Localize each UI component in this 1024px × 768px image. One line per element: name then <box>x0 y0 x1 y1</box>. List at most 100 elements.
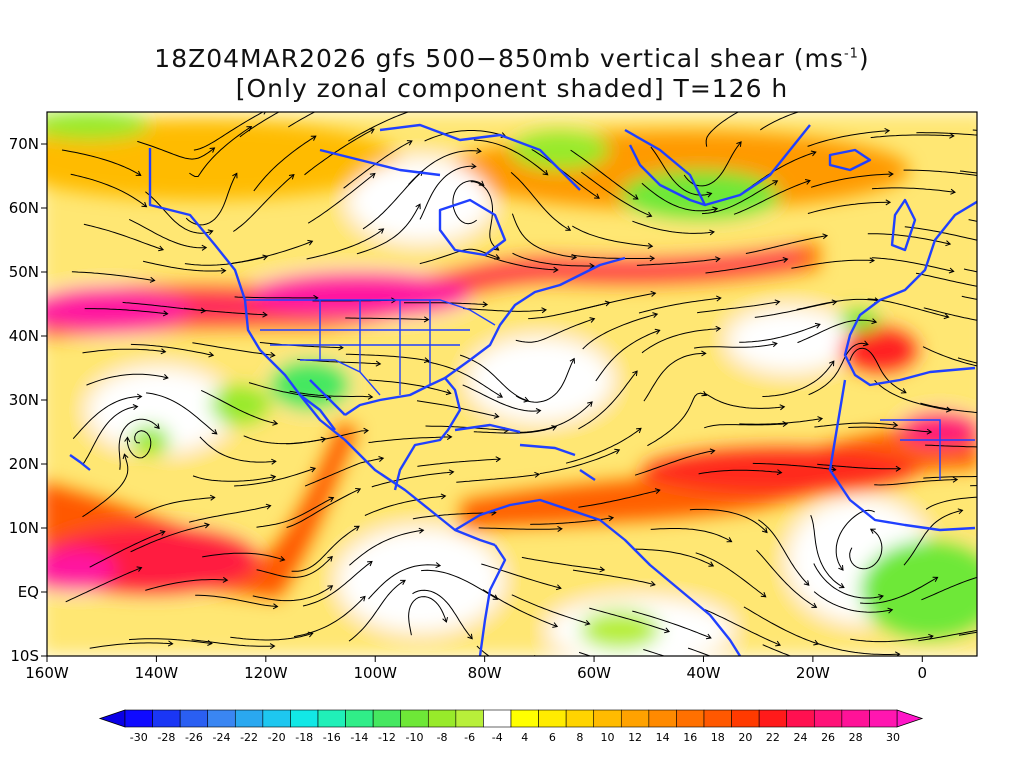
borders <box>245 299 975 480</box>
streamline <box>689 508 768 533</box>
streamline-arrowhead <box>207 229 214 236</box>
colorbar-swatch <box>731 709 760 728</box>
streamline <box>118 418 160 470</box>
streamline-arrowhead <box>978 444 982 449</box>
streamline-arrowhead <box>649 580 656 587</box>
streamline <box>252 585 333 602</box>
streamline-arrowhead <box>368 128 375 134</box>
streamline-arrowhead <box>328 496 335 503</box>
streamline <box>70 173 147 208</box>
colorbar-label: 22 <box>766 731 780 744</box>
map-title-line1: 18Z04MAR2026 gfs 500−850mb vertical shea… <box>0 44 1024 73</box>
streamline-arrowhead <box>542 169 549 176</box>
shade-jet-north-max <box>250 273 470 317</box>
colorbar-swatch <box>372 709 402 728</box>
streamline-arrowhead <box>632 370 638 377</box>
colorbar-swatch <box>152 709 181 728</box>
streamline <box>813 591 893 613</box>
streamline-arrowhead <box>709 229 715 236</box>
streamline <box>408 150 481 185</box>
colorbar-swatch <box>234 709 264 728</box>
colorbar-swatch <box>538 709 567 728</box>
streamline <box>512 252 594 267</box>
streamline-arrowhead <box>159 530 166 536</box>
streamline-arrowhead <box>400 579 406 586</box>
streamline <box>762 644 792 656</box>
coast-hudson-bay <box>438 198 507 257</box>
streamline-arrowhead <box>270 474 277 481</box>
streamline <box>961 295 977 300</box>
streamline-arrowhead <box>926 428 933 435</box>
streamline <box>193 112 265 151</box>
streamline-arrowhead <box>445 389 452 396</box>
shade-red-africa-north <box>840 325 920 375</box>
streamline-arrowhead <box>885 199 892 206</box>
streamline <box>638 297 721 314</box>
shade-white-4 <box>90 370 230 450</box>
streamline <box>963 268 977 273</box>
colorbar-label: -30 <box>130 731 148 744</box>
streamline <box>810 515 845 588</box>
colorbar-label: -12 <box>378 731 396 744</box>
colorbar-swatch <box>317 709 346 728</box>
streamline-arrowhead <box>367 560 373 567</box>
streamline <box>745 235 828 254</box>
streamline-arrowhead <box>980 220 985 225</box>
colorbar-swatch <box>345 709 374 728</box>
streamline-arrowhead <box>495 456 502 463</box>
streamline <box>511 594 590 625</box>
coast-sa-north <box>454 498 742 656</box>
streamline-arrowhead <box>945 240 952 247</box>
streamline-arrowhead <box>272 603 279 610</box>
colorbar-swatch <box>786 709 815 728</box>
streamline-arrowhead <box>715 295 722 302</box>
streamline-arrowhead <box>979 238 984 243</box>
colorbar-label: 6 <box>549 731 556 744</box>
lat-tick-label: 50N <box>9 263 39 281</box>
streamline <box>356 203 421 255</box>
streamline-arrowhead <box>220 267 227 274</box>
streamline <box>145 191 213 234</box>
streamline <box>808 342 869 396</box>
streamline <box>288 112 316 128</box>
streamline-arrowhead <box>263 112 266 115</box>
colorbar-swatch <box>262 709 291 728</box>
streamline-arrowhead <box>862 340 869 347</box>
colorbar-swatch <box>841 709 870 728</box>
streamline <box>462 308 547 312</box>
streamline <box>234 467 316 487</box>
streamline-arrowhead <box>594 193 600 199</box>
streamline <box>650 146 712 196</box>
streamline-arrowhead <box>701 390 708 397</box>
streamline-arrowhead <box>557 525 563 533</box>
streamline-arrowhead <box>222 576 229 583</box>
streamline <box>286 488 361 528</box>
streamline-arrowhead <box>804 179 811 185</box>
colorbar-swatch <box>427 709 457 728</box>
streamline-arrowhead <box>979 574 984 579</box>
streamline-arrowhead <box>493 412 500 419</box>
shade-white-2 <box>730 310 850 370</box>
streamline-arrowhead <box>448 469 455 476</box>
streamline <box>903 509 963 566</box>
streamline-arrowhead <box>415 203 421 210</box>
border-states-ew <box>260 329 470 346</box>
streamline <box>456 473 540 483</box>
streamline <box>427 361 503 398</box>
streamline-arrowhead <box>320 107 325 112</box>
streamline <box>256 497 334 528</box>
streamline-arrowhead <box>471 163 477 170</box>
colorbar-swatch <box>179 709 209 728</box>
streamline <box>578 489 660 508</box>
colorbar-swatch <box>620 709 650 728</box>
streamline <box>762 360 835 397</box>
streamline <box>145 579 228 591</box>
streamline-arrowhead <box>979 410 984 415</box>
streamline-arrowhead <box>981 503 985 508</box>
streamline <box>650 528 732 543</box>
streamline-arrowhead <box>943 313 950 320</box>
streamline <box>304 128 375 176</box>
streamline <box>580 171 652 217</box>
streamline-arrowhead <box>980 474 984 479</box>
colorbar-label: -8 <box>437 731 448 744</box>
